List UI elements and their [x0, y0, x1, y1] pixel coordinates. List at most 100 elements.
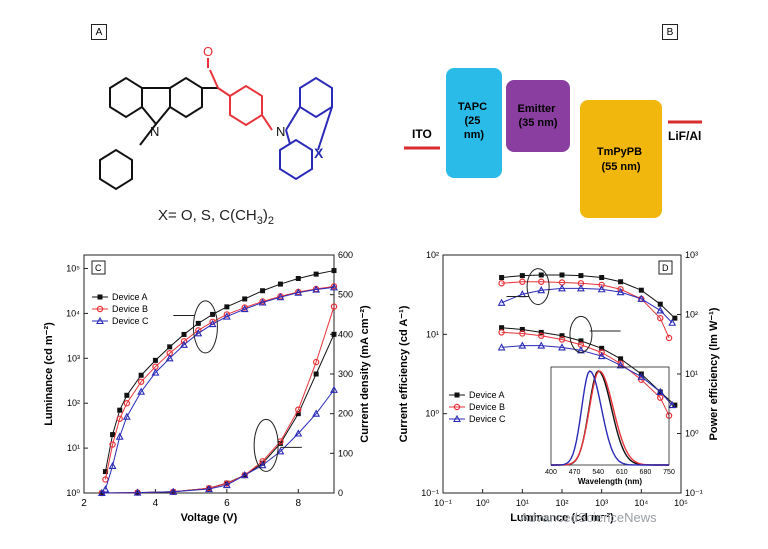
ce-ellipse — [526, 268, 550, 306]
current-efficiency-point — [497, 298, 506, 306]
current-efficiency-line — [501, 287, 673, 324]
y-left-tick-label: 10³ — [67, 353, 80, 363]
current-efficiency-point — [576, 284, 585, 292]
y-left-tick-label: 10² — [67, 398, 80, 408]
current-efficiency-point — [597, 285, 606, 293]
current-efficiency-line — [501, 274, 676, 319]
y-left-axis-label: Current efficiency (cd A⁻¹) — [398, 305, 410, 442]
current-density-point — [133, 488, 142, 496]
legend-label: Device A — [112, 292, 148, 302]
layer-emitter — [506, 80, 570, 152]
layer-tmpypb — [580, 100, 662, 218]
luminance-point — [258, 298, 267, 306]
power-efficiency-point — [499, 325, 505, 331]
current-efficiency-point — [578, 273, 584, 279]
y-right-axis-label: Current density (mA cm⁻²) — [359, 305, 371, 443]
series-device-a — [99, 268, 337, 496]
panel-tag-d-box — [658, 260, 673, 275]
x-axis-label: Voltage (V) — [181, 512, 238, 524]
y-left-tick-label: 10² — [426, 250, 439, 260]
inset-x-tick-label: 610 — [616, 469, 628, 476]
power-efficiency-line — [501, 331, 670, 416]
luminance-point — [242, 296, 248, 302]
power-efficiency-point — [518, 341, 527, 349]
current-efficiency-point — [538, 272, 544, 278]
acceptor-ring — [279, 76, 333, 181]
luminance-point — [101, 485, 110, 493]
carbazole-n-label: N — [150, 124, 159, 139]
series-device-c — [497, 284, 677, 409]
inset-x-tick-label: 540 — [592, 469, 604, 476]
luminance-point — [330, 283, 338, 291]
current-density-point — [169, 487, 178, 495]
luminance-ellipse — [192, 300, 218, 354]
series-device-b — [498, 278, 673, 419]
current-efficiency-point — [637, 294, 646, 302]
current-density-point — [295, 406, 302, 413]
y-right-tick-label: 10⁻¹ — [685, 488, 703, 498]
panel-tag-a: A — [91, 24, 107, 40]
current-density-point — [330, 303, 338, 310]
ketone-o-label: O — [203, 44, 213, 59]
current-efficiency-point — [618, 279, 624, 285]
current-efficiency-line — [501, 281, 670, 339]
current-density-point — [276, 447, 285, 455]
panel-tag-c-label: C — [95, 263, 102, 273]
y-right-tick-label: 600 — [338, 250, 353, 260]
series-device-c — [97, 283, 338, 497]
current-efficiency-point — [599, 275, 605, 281]
inset-x-tick-label: 470 — [569, 469, 581, 476]
power-efficiency-line — [501, 327, 676, 406]
x-tick-label: 6 — [224, 498, 230, 509]
luminance-voltage-chart: C 2 4 6 8 10⁰ 10¹ 10² 10³ 10⁴ 10⁵ 0 100 200 300 400 500 6… — [43, 250, 371, 524]
power-efficiency-point — [498, 329, 505, 336]
device-stack-diagram: ITO TAPC (25 nm) Emitter (35 nm) TmPyPB … — [404, 68, 702, 218]
legend-marker — [97, 294, 103, 300]
luminance-point — [208, 319, 217, 328]
x-tick-label: 10¹ — [516, 498, 529, 508]
current-density-point — [312, 358, 320, 366]
power-efficiency-point — [597, 351, 606, 360]
luminance-line — [104, 286, 335, 490]
current-efficiency-point — [668, 318, 677, 326]
y-left-tick-label: 10¹ — [426, 329, 439, 339]
current-efficiency-point — [665, 334, 673, 342]
y-right-tick-label: 10² — [685, 310, 698, 320]
legend: Device A Device B Device C — [449, 390, 506, 424]
x-tick-label: 10⁵ — [674, 498, 688, 508]
current-density-point — [330, 385, 338, 393]
layer-tapc-label: TAPC (25 nm) — [458, 101, 490, 141]
x-tick-label: 10⁻¹ — [434, 498, 452, 508]
luminance-point — [210, 311, 216, 317]
inset-x-tick-label: 750 — [663, 469, 675, 476]
luminance-point — [276, 293, 285, 301]
y-right-tick-label: 100 — [338, 448, 353, 458]
current-density-point — [313, 371, 319, 377]
current-efficiency-point — [498, 280, 505, 287]
power-efficiency-point — [637, 372, 646, 380]
luminance-point — [117, 407, 123, 413]
power-efficiency-point — [519, 326, 525, 332]
current-efficiency-point — [657, 301, 663, 307]
inset-frame — [550, 366, 670, 466]
luminance-point — [151, 368, 160, 376]
y-right-tick-label: 10¹ — [685, 369, 698, 379]
y-right-tick-label: 200 — [338, 409, 353, 419]
y-right-tick-label: 10⁰ — [685, 429, 699, 439]
current-density-line — [101, 389, 335, 494]
power-efficiency-point — [672, 402, 678, 408]
current-efficiency-point — [537, 286, 546, 294]
luminance-point — [331, 268, 337, 274]
x-tick-label: 10⁴ — [634, 498, 648, 508]
legend-marker — [96, 316, 104, 325]
luminance-point — [312, 285, 321, 293]
y-right-tick-label: 500 — [338, 290, 353, 300]
x-tick-label: 10⁰ — [476, 498, 490, 508]
luminance-point — [181, 331, 187, 337]
x-axis-label: Luminance (cd m⁻²) — [510, 512, 614, 524]
current-density-point — [294, 429, 303, 437]
power-efficiency-point — [616, 361, 625, 369]
molecule-structure: N O N X X= O, S, C(CH3)2 — [99, 44, 333, 227]
panel-tag-b: B — [662, 24, 678, 40]
current-efficiency-point — [519, 273, 525, 279]
